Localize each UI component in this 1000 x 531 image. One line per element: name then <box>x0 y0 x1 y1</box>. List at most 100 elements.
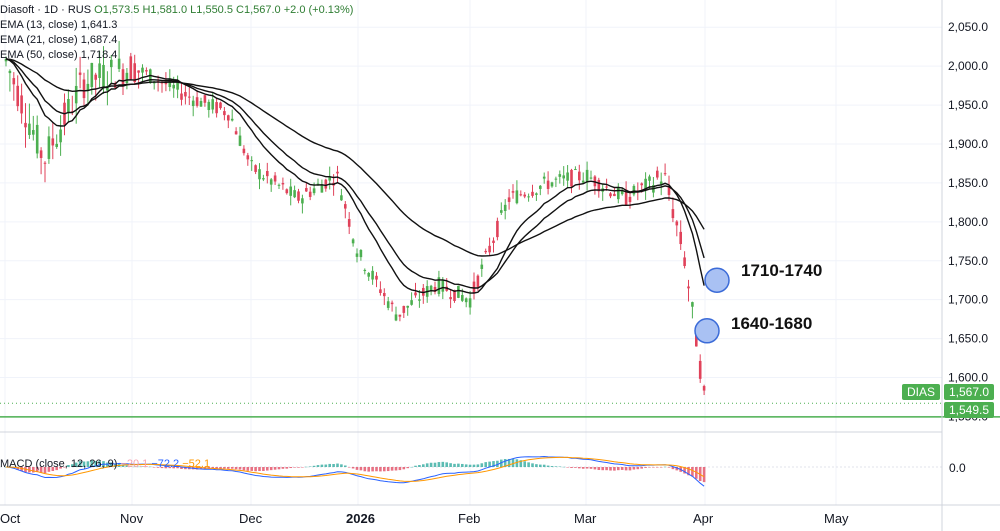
candle-body <box>347 219 351 227</box>
candle-body <box>117 58 121 69</box>
macd-histogram-bar <box>219 467 222 469</box>
candle-body <box>667 186 671 195</box>
candle-body <box>328 176 331 181</box>
macd-histogram-bar <box>359 467 363 471</box>
macd-histogram-bar <box>425 463 429 467</box>
candle-body <box>574 169 577 171</box>
macd-histogram-bar <box>16 467 19 470</box>
target-label-2: 1640-1680 <box>731 314 813 333</box>
macd-histogram-bar <box>129 465 133 467</box>
candle-body <box>570 169 573 187</box>
macd-histogram-bar <box>347 467 351 468</box>
macd-histogram-bar <box>570 467 573 468</box>
macd-histogram-bar <box>515 459 519 467</box>
macd-histogram-bar <box>484 462 487 467</box>
macd-histogram-bar <box>43 467 47 474</box>
candle-body <box>227 115 230 121</box>
macd-histogram-bar <box>605 467 608 471</box>
macd-histogram-bar <box>597 467 601 471</box>
macd-histogram-bar <box>137 466 140 468</box>
macd-histogram-bar <box>636 467 640 470</box>
macd-line-value: −72.2 <box>151 458 180 470</box>
macd-histogram-bar <box>519 460 523 467</box>
candle-body <box>359 250 363 258</box>
y-tick-label: 1,850.0 <box>948 176 988 190</box>
candle-body <box>496 220 499 238</box>
y-tick-label: 1,950.0 <box>948 98 988 112</box>
candle-body <box>371 270 374 280</box>
macd-line <box>5 455 705 487</box>
macd-histogram-bar <box>406 467 409 469</box>
macd-pane <box>0 455 942 487</box>
macd-histogram-bar <box>59 467 62 469</box>
y-tick-label: 1,600.0 <box>948 371 988 385</box>
candle-body <box>242 148 246 154</box>
macd-histogram-bar <box>363 467 367 472</box>
candle-body <box>59 129 62 143</box>
macd-histogram-bar <box>180 467 183 469</box>
candle-body <box>523 194 526 197</box>
candle-body <box>215 102 218 114</box>
macd-histogram-bar <box>246 467 250 471</box>
candle-body <box>476 275 480 288</box>
candle-body <box>698 360 702 379</box>
candle-body <box>301 198 304 204</box>
candle-body <box>500 210 503 213</box>
macd-label: MACD (close, 12, 26, 9) <box>0 458 118 470</box>
candle-body <box>82 79 86 99</box>
candle-body <box>418 299 421 301</box>
symbol-ohlc-row: Diasoft · 1D · RUS O1,573.5 H1,581.0 L1,… <box>0 3 353 18</box>
macd-histogram-bar <box>453 463 456 467</box>
x-tick-label: Apr <box>693 511 714 526</box>
candle-body <box>106 86 109 91</box>
support-line <box>0 402 1000 418</box>
candle-body <box>277 184 281 186</box>
candle-body <box>110 59 113 68</box>
candle-body <box>480 264 484 269</box>
candle-body <box>632 185 636 195</box>
candle-body <box>659 181 663 186</box>
candle-body <box>628 196 632 203</box>
candle-body <box>461 295 464 301</box>
macd-histogram-bar <box>254 467 257 472</box>
ohlc-values: O1,573.5 H1,581.0 L1,550.5 C1,567.0 +2.0… <box>94 4 354 16</box>
candle-body <box>188 96 191 98</box>
candle-body <box>691 302 694 307</box>
macd-histogram-bar <box>51 467 55 471</box>
candle-body <box>355 253 359 257</box>
candle-body <box>67 99 70 114</box>
macd-histogram-bar <box>581 467 585 469</box>
macd-histogram-bar <box>141 466 144 467</box>
macd-histogram-bar <box>574 467 577 468</box>
candle-body <box>394 314 398 321</box>
macd-histogram-bar <box>644 467 647 468</box>
y-tick-label: 1,700.0 <box>948 293 988 307</box>
macd-histogram-bar <box>675 467 679 471</box>
candle-body <box>597 179 601 192</box>
candle-body <box>519 194 523 196</box>
candle-body <box>234 131 238 135</box>
candle-body <box>383 292 386 297</box>
y-tick-label: 1,750.0 <box>948 254 988 268</box>
x-tick-label: Oct <box>0 511 21 526</box>
macd-signal-line <box>5 456 705 482</box>
ema21-line <box>5 58 705 289</box>
macd-histogram-bar <box>418 465 421 467</box>
candle-body <box>484 250 487 253</box>
macd-histogram-bar <box>168 467 172 469</box>
candle-body <box>581 180 585 183</box>
macd-histogram-bar <box>624 467 628 471</box>
ema13-line <box>5 58 705 294</box>
candle-body <box>32 130 35 135</box>
candle-body <box>620 190 624 195</box>
candle-body <box>683 257 686 267</box>
macd-histogram-bar <box>500 459 503 467</box>
macd-histogram-bar <box>445 462 448 467</box>
macd-histogram-bar <box>695 467 698 479</box>
macd-histogram-bar <box>539 464 542 467</box>
macd-histogram-bar <box>78 461 82 467</box>
candle-body <box>546 180 550 189</box>
macd-histogram-bar <box>242 467 246 471</box>
macd-histogram-bar <box>461 463 464 467</box>
